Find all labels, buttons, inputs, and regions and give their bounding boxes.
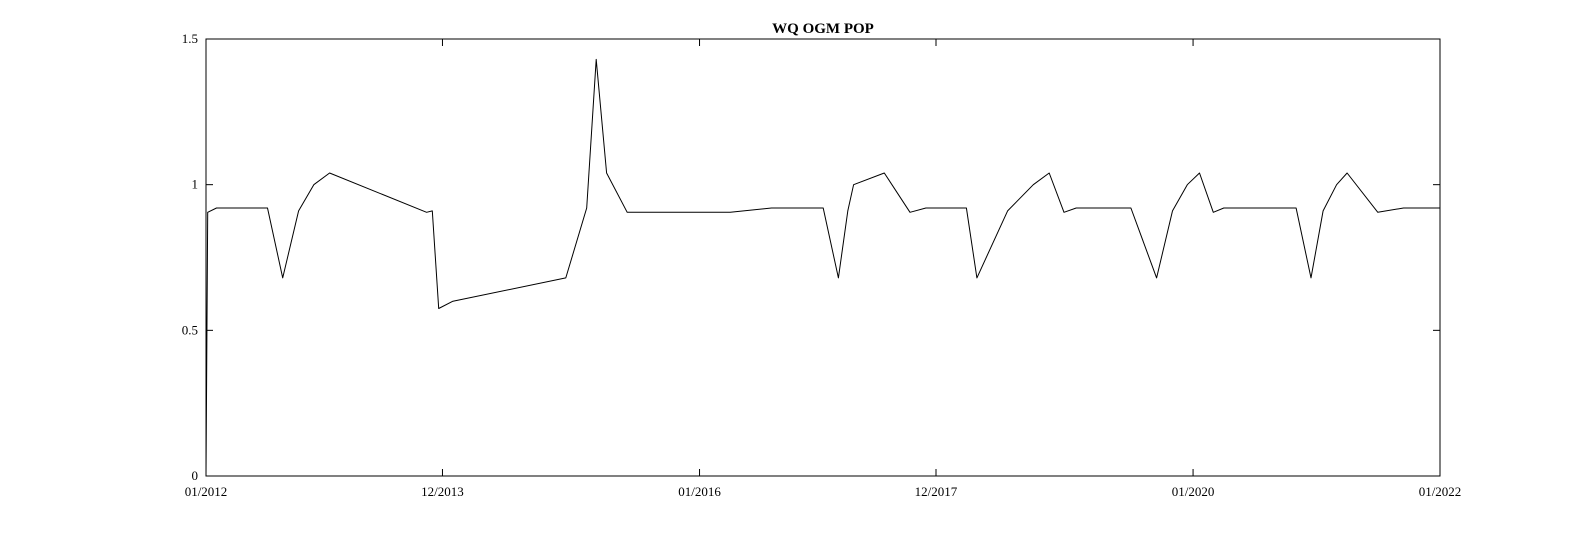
x-tick-label: 01/2020	[1172, 484, 1215, 499]
series-line	[205, 58, 1440, 477]
x-axis: 01/2012 12/2013 01/2016 12/2017 01/2020 01/20…	[185, 39, 1462, 499]
x-tick-label: 01/2016	[678, 484, 721, 499]
plot-area-frame	[205, 38, 1441, 477]
x-tick-label: 12/2017	[915, 484, 958, 499]
chart-title: WQ OGM POP	[772, 21, 874, 37]
x-tick-label: 01/2012	[185, 484, 228, 499]
x-tick-label: 12/2013	[421, 484, 464, 499]
y-tick-label: 1.5	[182, 31, 198, 46]
y-axis: 0 0.5 1 1.5	[182, 31, 1440, 483]
y-tick-label: 1	[192, 177, 199, 192]
y-tick-label: 0	[192, 468, 199, 483]
x-tick-label: 01/2022	[1419, 484, 1462, 499]
y-tick-label: 0.5	[182, 322, 198, 337]
